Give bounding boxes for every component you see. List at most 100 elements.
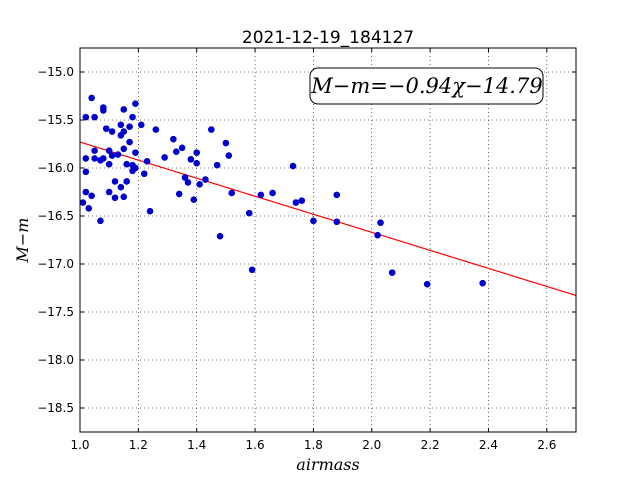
data-point [100,107,107,114]
data-point [120,128,128,135]
data-point [207,126,215,133]
data-point [222,139,230,147]
data-point [292,199,300,206]
data-point [114,151,122,158]
x-tick-label: 2.6 [537,438,556,452]
data-point [126,138,133,146]
data-point [82,168,90,176]
data-point [108,128,116,135]
data-point [184,179,192,186]
data-point [85,205,93,212]
data-point [91,113,98,121]
chart-title: 2021-12-19_184127 [242,28,414,48]
data-point [175,190,183,198]
data-point [79,199,87,206]
x-axis-label: airmass [296,455,359,474]
data-point [161,154,168,161]
x-tick-label: 2.0 [362,438,381,452]
data-point [111,178,119,185]
data-point [152,126,160,133]
data-point [108,152,116,159]
y-tick-label: −18.0 [37,353,74,367]
data-point [132,149,139,156]
data-point [245,209,253,217]
data-point [190,196,198,203]
data-point [123,178,130,185]
data-point [187,156,195,163]
data-point [105,160,113,168]
x-tick-label: 1.4 [187,438,206,452]
grid-lines [79,48,576,432]
axis-ticks [79,48,576,432]
x-tick-label: 2.4 [479,438,498,452]
data-point [102,125,110,132]
data-point [172,148,180,155]
data-point [374,231,381,239]
data-point [196,181,203,188]
x-tick-label: 2.2 [421,438,440,452]
fit-equation-text: M−m=−0.94χ−14.79 [310,74,542,98]
data-point [193,149,201,156]
data-point [82,188,90,196]
x-tick-label: 1.0 [70,438,89,452]
data-points [79,94,486,288]
data-point [479,279,486,287]
data-point [120,145,128,153]
data-point [225,152,233,159]
data-point [193,159,201,167]
data-point [170,135,177,143]
data-point [333,218,341,226]
data-point [129,113,136,121]
data-point [181,174,189,181]
data-point [97,217,104,225]
data-point [120,106,128,113]
data-point [126,123,133,131]
data-point [132,100,139,107]
plot-area-frame [79,47,577,433]
x-tick-labels: 1.0 1.2 1.4 1.6 1.8 2.0 2.2 2.4 2.6 [70,438,556,452]
annotation-box-border [309,67,544,105]
data-point [269,189,276,197]
data-point [91,155,98,162]
data-point [248,266,256,274]
data-point [423,280,431,288]
data-point [298,197,306,204]
fit-equation-box: M−m=−0.94χ−14.79 [309,67,544,105]
data-point [202,176,209,183]
data-point [100,155,107,162]
data-point [213,161,221,169]
data-point [91,147,98,155]
fit-line-layer [79,141,577,297]
y-axis-label: M−m [13,218,32,264]
y-tick-label: −16.5 [37,209,74,223]
y-tick-labels: −15.0 −15.5 −16.0 −16.5 −17.0 −17.5 −18.0 −18.5 [37,65,74,415]
data-point [146,207,154,215]
data-point [123,160,130,168]
data-point [132,164,139,172]
data-point [105,188,113,196]
data-point [377,219,384,227]
data-point [216,232,224,240]
data-point [178,144,186,152]
y-tick-label: −15.0 [37,65,74,79]
data-point [289,162,297,170]
data-point [105,147,113,155]
x-tick-label: 1.6 [246,438,265,452]
data-point [310,217,317,225]
data-point [228,189,236,197]
data-point [388,269,396,276]
y-tick-label: −18.5 [37,401,74,415]
data-point [111,194,119,202]
data-point [257,191,265,199]
data-point [117,183,125,191]
data-point [143,157,151,165]
data-point [82,113,90,121]
data-point [82,155,90,162]
data-point [120,193,128,201]
data-point [88,94,95,102]
data-point [88,192,95,200]
data-point [333,191,341,199]
x-tick-label: 1.8 [304,438,323,452]
fit-line [79,141,577,297]
